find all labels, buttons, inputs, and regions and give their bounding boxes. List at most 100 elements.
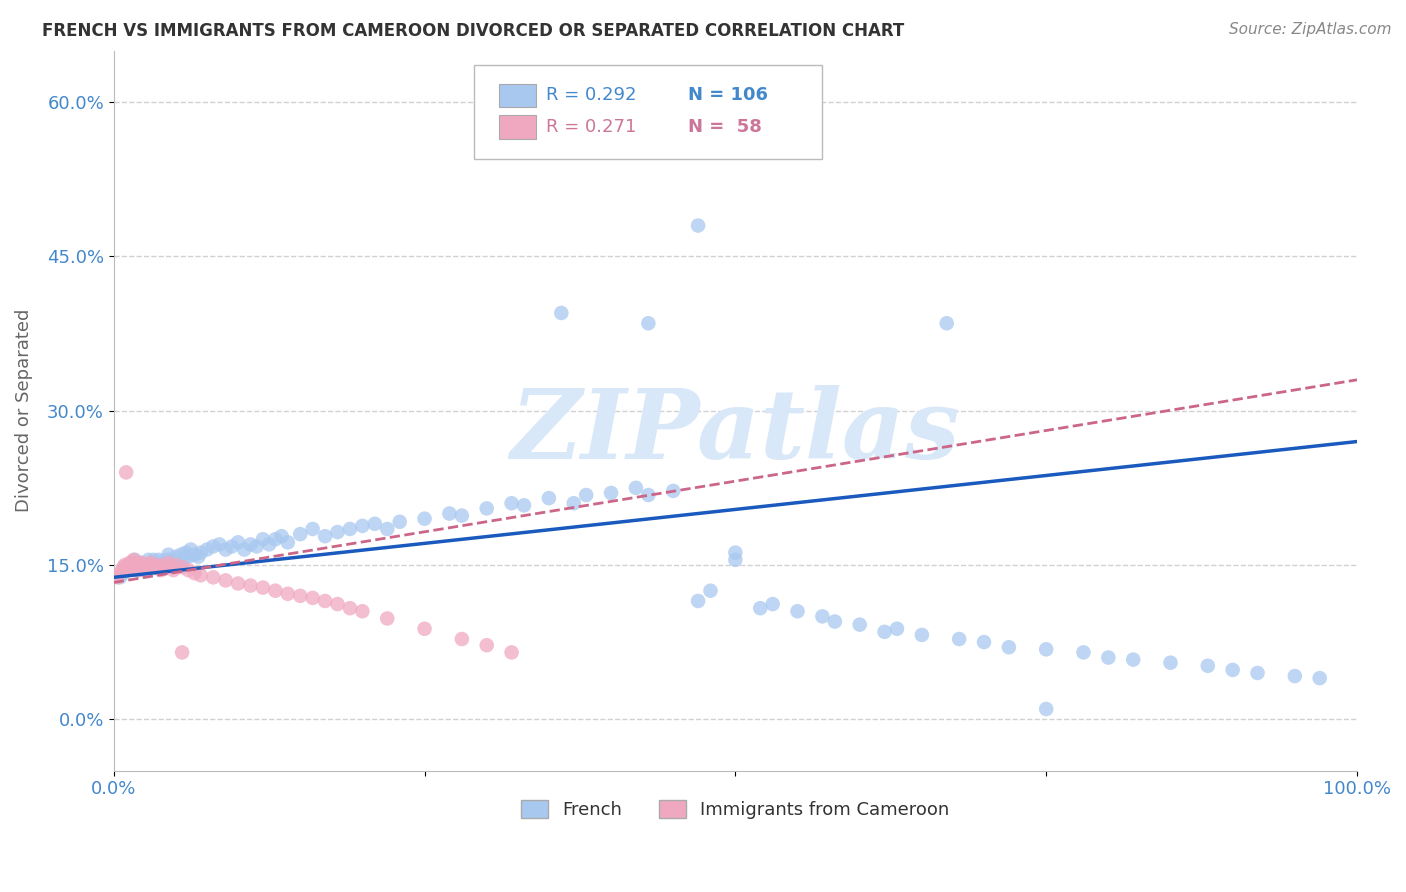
Point [146,556,169,570]
Point [108,566,131,581]
Point [252,581,274,595]
Point [155,553,177,567]
Point [762,597,785,611]
Point [824,615,846,629]
Point [501,645,523,659]
Point [195,542,218,557]
Point [121,556,143,570]
Point [637,488,659,502]
Point [115,560,138,574]
Point [145,558,167,572]
Point [935,316,957,330]
Point [111,563,134,577]
Point [575,488,598,502]
Point [1035,642,1057,657]
Point [686,594,709,608]
Point [131,556,153,570]
Point [388,515,411,529]
Point [277,535,299,549]
Point [148,560,170,574]
Point [786,604,808,618]
Point [226,535,249,549]
Point [170,548,193,562]
Point [121,556,143,570]
Text: Source: ZipAtlas.com: Source: ZipAtlas.com [1229,22,1392,37]
Point [118,560,141,574]
Point [142,560,165,574]
Point [246,540,269,554]
Point [148,553,170,567]
Point [118,558,141,572]
Point [112,566,135,581]
Point [637,316,659,330]
Point [724,141,747,155]
Point [139,556,162,570]
Point [128,560,150,574]
Point [165,558,187,572]
Point [233,542,256,557]
Point [257,537,280,551]
Point [202,540,225,554]
Point [139,558,162,572]
Point [948,632,970,646]
Point [339,522,361,536]
Point [686,219,709,233]
Point [115,466,138,480]
Point [439,507,461,521]
Point [290,589,312,603]
Point [1246,665,1268,680]
Point [202,570,225,584]
Point [162,560,184,574]
Point [537,491,560,505]
Point [513,498,536,512]
Point [973,635,995,649]
Point [125,558,148,572]
Point [886,622,908,636]
Point [162,563,184,577]
Point [172,553,194,567]
Point [155,560,177,574]
Point [183,566,205,581]
Point [187,549,209,564]
Point [122,560,145,574]
Text: FRENCH VS IMMIGRANTS FROM CAMEROON DIVORCED OR SEPARATED CORRELATION CHART: FRENCH VS IMMIGRANTS FROM CAMEROON DIVOR… [42,22,904,40]
Point [152,558,174,572]
Point [475,501,498,516]
Point [264,533,287,547]
Point [134,563,156,577]
Point [165,549,187,564]
Point [120,560,142,574]
Point [290,527,312,541]
Point [301,591,323,605]
Point [127,556,149,570]
Point [129,556,152,570]
Point [177,549,200,564]
Point [135,560,157,574]
Point [352,604,374,618]
Point [149,563,172,577]
Point [160,560,183,574]
Point [450,508,472,523]
Point [145,560,167,574]
Point [149,558,172,572]
Point [326,524,349,539]
Point [624,481,647,495]
Point [167,556,190,570]
Point [108,570,131,584]
Point [450,632,472,646]
FancyBboxPatch shape [499,115,537,138]
Point [174,546,197,560]
Point [600,486,623,500]
Point [339,601,361,615]
Point [1160,656,1182,670]
Point [152,560,174,574]
Y-axis label: Divorced or Separated: Divorced or Separated [15,309,32,512]
Point [128,560,150,574]
Point [873,624,896,639]
Text: N =  58: N = 58 [688,118,762,136]
Point [118,556,141,570]
Point [239,578,262,592]
Point [160,553,183,567]
Point [562,496,585,510]
Point [122,553,145,567]
